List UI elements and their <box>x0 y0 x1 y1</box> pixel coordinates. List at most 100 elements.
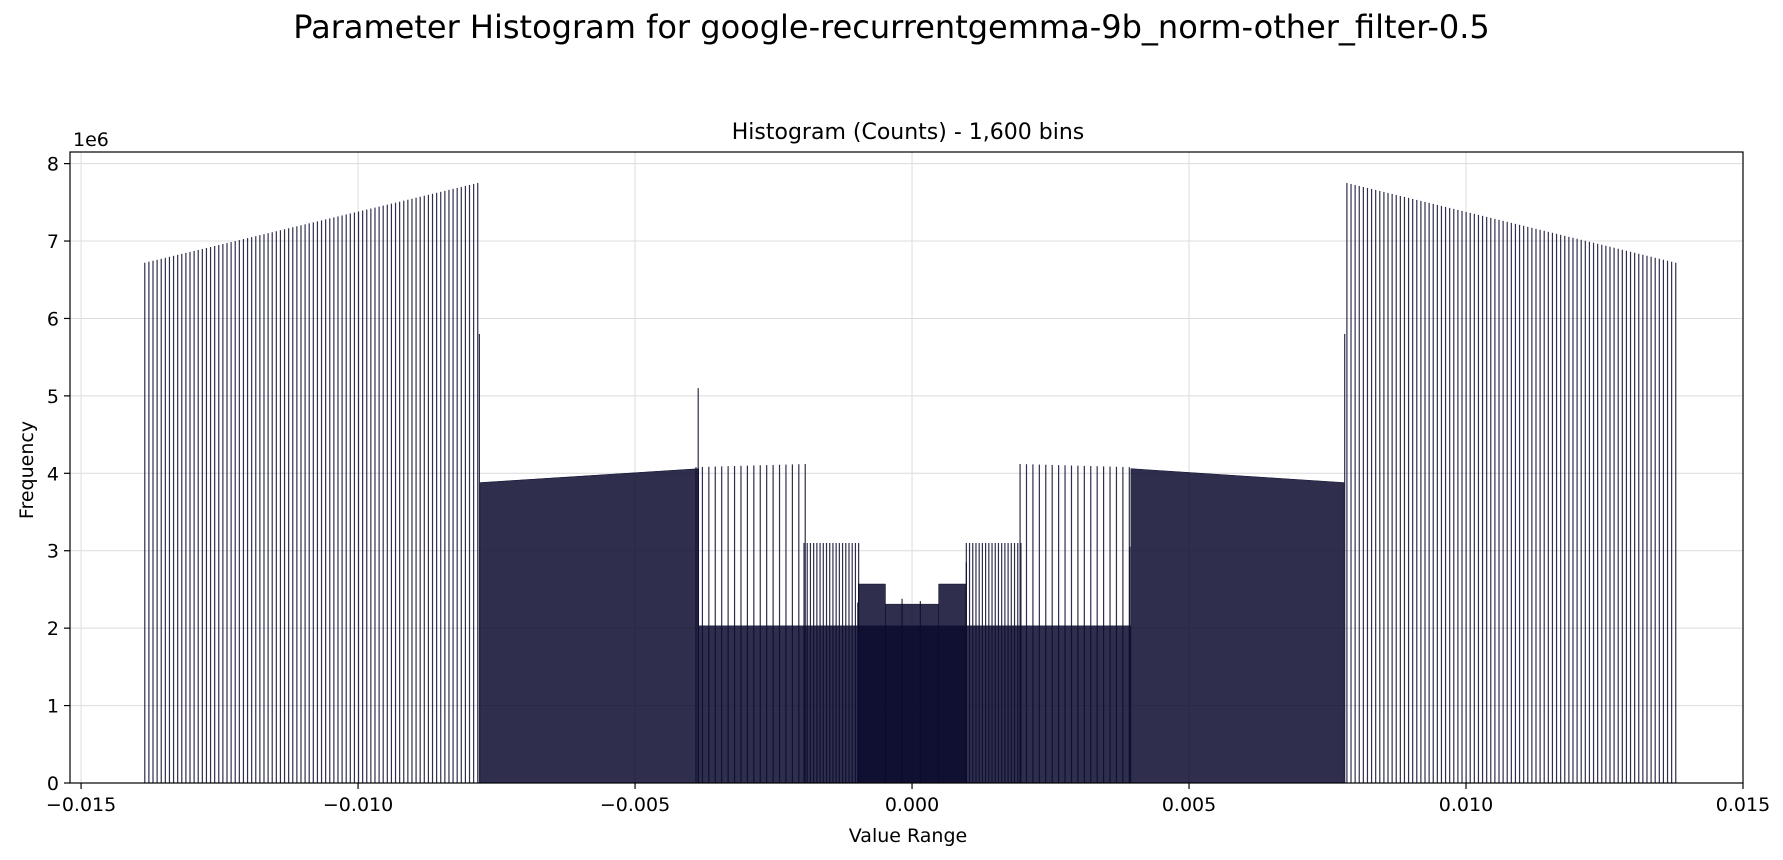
histogram-bar <box>478 333 480 783</box>
histogram-bar <box>714 466 716 783</box>
histogram-bar <box>1527 226 1529 783</box>
histogram-bar <box>972 542 974 783</box>
histogram-bar <box>1625 250 1628 784</box>
histogram-bar <box>1358 185 1360 784</box>
histogram-bar <box>407 199 409 783</box>
histogram-bar <box>708 466 710 783</box>
histogram-bar <box>238 240 240 783</box>
histogram-bar <box>1383 191 1385 784</box>
histogram-bar <box>374 207 376 784</box>
histogram-bar <box>1412 198 1414 784</box>
y-tick-label: 3 <box>47 541 59 563</box>
histogram-bar <box>1584 240 1586 784</box>
histogram-bar <box>234 241 236 784</box>
histogram-bar <box>349 213 351 784</box>
histogram-bar <box>825 542 828 783</box>
x-tick-label: −0.010 <box>323 794 393 816</box>
histogram-bar <box>1481 215 1484 783</box>
histogram-bar <box>1420 200 1422 783</box>
histogram-bar <box>1370 188 1373 784</box>
histogram-bar <box>205 247 208 783</box>
y-tick-label: 8 <box>47 154 59 176</box>
histogram-bar <box>740 465 742 783</box>
histogram-bar <box>1379 190 1381 784</box>
histogram-bar <box>1510 222 1512 783</box>
y-axis-multiplier: 1e6 <box>73 129 109 151</box>
y-tick-label: 2 <box>47 618 59 640</box>
histogram-bar <box>829 542 831 783</box>
histogram-bar <box>1424 201 1426 783</box>
histogram-bar <box>431 193 434 784</box>
histogram-bar <box>271 232 273 783</box>
histogram-bar <box>901 598 903 783</box>
histogram-bar <box>1564 235 1566 784</box>
histogram-bar <box>975 542 977 783</box>
histogram-bar <box>746 465 748 783</box>
histogram-bar <box>1017 542 1019 783</box>
histogram-bar <box>419 196 421 784</box>
histogram-bar <box>1083 465 1085 783</box>
histogram-bar <box>1568 236 1570 784</box>
histogram-bar <box>785 464 787 783</box>
y-axis-label: Frequency <box>16 421 38 519</box>
histogram-bar <box>209 246 212 784</box>
y-tick-label: 5 <box>47 386 59 408</box>
histogram-bar <box>189 251 191 784</box>
histogram-bar <box>296 226 298 783</box>
histogram-bar <box>177 254 179 784</box>
histogram-bar <box>415 197 417 783</box>
x-tick-label: 0.010 <box>1439 794 1493 816</box>
histogram-bar <box>197 249 199 783</box>
histogram-bar <box>1547 231 1549 784</box>
histogram-bar <box>1518 224 1521 783</box>
y-tick-label: 0 <box>47 773 59 795</box>
histogram-bar <box>308 223 310 783</box>
y-tick-label: 6 <box>47 308 59 330</box>
histogram-bar <box>382 205 384 783</box>
histogram-bar <box>813 542 815 783</box>
histogram-bar <box>345 214 347 783</box>
histogram-bar <box>804 464 806 783</box>
histogram-bar <box>436 192 438 783</box>
histogram-bar <box>727 466 729 783</box>
histogram-bar <box>848 542 850 783</box>
histogram-bar <box>267 233 269 783</box>
histogram-bar <box>1019 464 1021 783</box>
histogram-bar <box>753 465 755 783</box>
histogram-bar <box>1469 212 1471 783</box>
histogram-bar <box>1058 465 1060 783</box>
x-axis-label: Value Range <box>849 825 967 847</box>
histogram-bar <box>1494 218 1496 783</box>
histogram-bar <box>325 219 327 784</box>
histogram-bar <box>1555 233 1558 784</box>
histogram-bar <box>1007 542 1009 783</box>
histogram-bar <box>1395 194 1397 784</box>
histogram-bar <box>1551 232 1554 784</box>
histogram-bar <box>1020 542 1022 783</box>
histogram-bar <box>816 542 818 783</box>
y-tick-label: 7 <box>47 231 59 253</box>
histogram-bar <box>1077 465 1079 783</box>
y-tick-label: 1 <box>47 696 59 718</box>
histogram-bar <box>370 208 372 784</box>
histogram-bar <box>1662 259 1665 783</box>
histogram-bar <box>148 261 150 783</box>
histogram-bar <box>473 183 475 783</box>
histogram-bar <box>246 238 249 784</box>
histogram-bar <box>1597 243 1599 784</box>
histogram-bar <box>329 218 331 784</box>
histogram-bar <box>809 542 812 783</box>
histogram-bar-block <box>479 468 700 784</box>
histogram-bar <box>1473 213 1475 783</box>
histogram-bar <box>798 464 800 783</box>
histogram-bar <box>1010 542 1012 783</box>
histogram-bar <box>835 542 837 783</box>
histogram-bar <box>164 257 166 784</box>
histogram-bar <box>1344 333 1346 783</box>
histogram-bar <box>965 562 967 783</box>
histogram-bar <box>1354 184 1356 783</box>
histogram-bar <box>1498 219 1500 783</box>
x-tick-label: 0.000 <box>885 794 939 816</box>
histogram-bar <box>1362 186 1364 784</box>
histogram-bar <box>851 542 853 783</box>
